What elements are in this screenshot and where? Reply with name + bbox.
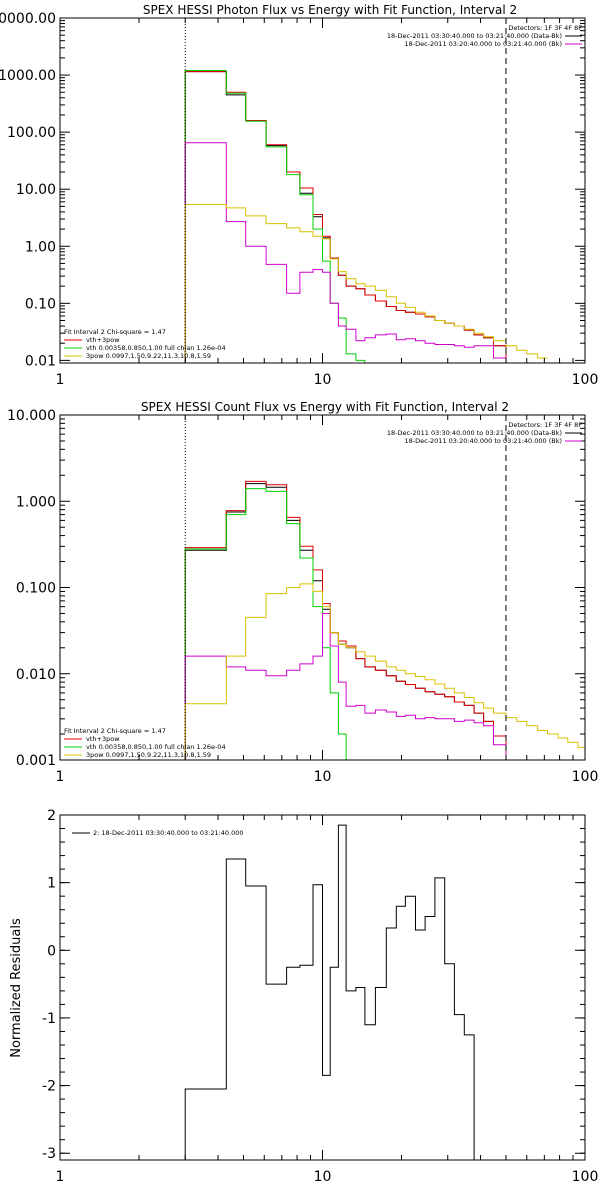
photon-flux-series — [184, 70, 548, 363]
photon-flux-ytick-label: 10000.00 — [0, 11, 56, 27]
photon-flux-xtick-label: 10 — [314, 372, 332, 388]
residuals-ytick-label: -2 — [42, 1079, 56, 1095]
count-flux-series-3 — [184, 613, 507, 760]
photon-flux-ytick-label: 1000.00 — [0, 68, 56, 84]
count-flux-legend-entry-bk: 18-Dec-2011 03:20:40.000 to 03:21:40.000… — [405, 437, 563, 445]
photon-flux-markers — [184, 18, 507, 363]
residuals-series — [184, 824, 475, 1160]
count-flux-series — [184, 480, 585, 761]
photon-flux-xtick-label: 100 — [572, 372, 599, 388]
residuals-ytick-label: 1 — [47, 876, 56, 892]
count-flux-ytick-label: 0.001 — [16, 753, 56, 769]
photon-flux-fit-3pow: 3pow 0.0997,1.50,9.22,11.3,10.8,1.59 — [86, 352, 211, 360]
residuals-ytick-label: -3 — [42, 1146, 56, 1162]
count-flux-fit-header: Fit Interval 2 Chi-square = 1.47 — [64, 727, 166, 735]
count-flux-ytick-label: 1.000 — [16, 494, 56, 510]
photon-flux-legend-header: Detectors: 1F 3F 4F 8F — [508, 24, 582, 32]
count-flux-legend-top: Detectors: 1F 3F 4F 8F 18-Dec-2011 03:30… — [387, 421, 582, 445]
count-flux-ticks: 1 10 100 0.001 0.010 0.100 1.000 10.000 — [7, 408, 598, 785]
count-flux-series-0 — [184, 483, 507, 760]
photon-flux-ytick-label: 1.00 — [25, 239, 56, 255]
photon-flux-series-0 — [184, 71, 507, 363]
count-flux-title: SPEX HESSI Count Flux vs Energy with Fit… — [141, 400, 509, 414]
count-flux-fit-3pow: 3pow 0.0997,1.50,9.22,11.3,10.8,1.59 — [86, 751, 211, 759]
residuals-ytick-label: -1 — [42, 1011, 56, 1027]
residuals-ytick-label: 2 — [47, 808, 56, 824]
count-flux-xtick-label: 100 — [572, 769, 599, 785]
residuals-xtick-label: 100 — [572, 1169, 599, 1185]
residuals-xtick-label: 1 — [56, 1169, 65, 1185]
photon-flux-ytick-label: 10.00 — [16, 182, 56, 198]
residuals-series-0 — [184, 824, 475, 1160]
photon-flux-legend-top: Detectors: 1F 3F 4F 8F 18-Dec-2011 03:30… — [387, 24, 582, 48]
photon-flux-ticks: 1 10 100 0.01 0.10 1.00 10.00 100.00 1000.00 1000… — [0, 11, 598, 388]
count-flux-panel: SPEX HESSI Count Flux vs Energy with Fit… — [7, 400, 598, 785]
photon-flux-fit-vth: vth 0.00358,0.850,1.00 full chian 1.26e-… — [86, 344, 226, 352]
photon-flux-panel: SPEX HESSI Photon Flux vs Energy with Fi… — [0, 3, 598, 388]
photon-flux-fit-total: vth+3pow — [86, 336, 120, 344]
count-flux-fit-total: vth+3pow — [86, 735, 120, 743]
count-flux-xtick-label: 10 — [314, 769, 332, 785]
photon-flux-legend-entry-data: 18-Dec-2011 03:30:40.000 to 03:21:40.000… — [387, 32, 562, 40]
count-flux-series-4 — [184, 583, 585, 760]
photon-flux-series-3 — [184, 142, 507, 363]
residuals-ytick-label: 0 — [47, 943, 56, 959]
count-flux-fit-vth: vth 0.00358,0.850,1.00 full chian 1.26e-… — [86, 743, 226, 751]
photon-flux-title: SPEX HESSI Photon Flux vs Energy with Fi… — [143, 3, 517, 17]
count-flux-xtick-label: 1 — [56, 769, 65, 785]
residuals-xtick-label: 10 — [314, 1169, 332, 1185]
residuals-panel: 1 10 100 -3 -2 -1 0 1 2 Normalized Residuals 2: … — [9, 808, 598, 1185]
residuals-legend: 2: 18-Dec-2011 03:30:40.000 to 03:21:40.… — [72, 829, 244, 837]
count-flux-legend-bottom: Fit Interval 2 Chi-square = 1.47 vth+3po… — [64, 727, 226, 759]
count-flux-series-1 — [184, 480, 507, 760]
residuals-ylabel: Normalized Residuals — [9, 918, 24, 1058]
photon-flux-ytick-label: 0.10 — [25, 296, 56, 312]
photon-flux-series-1 — [184, 71, 507, 363]
count-flux-markers — [184, 415, 507, 760]
photon-flux-series-2 — [184, 70, 366, 363]
photon-flux-fit-header: Fit Interval 2 Chi-square = 1.47 — [64, 328, 166, 336]
residuals-ticks: 1 10 100 -3 -2 -1 0 1 2 — [42, 808, 598, 1185]
photon-flux-legend-bottom: Fit Interval 2 Chi-square = 1.47 vth+3po… — [64, 328, 226, 360]
count-flux-legend-entry-data: 18-Dec-2011 03:30:40.000 to 03:21:40.000… — [387, 429, 562, 437]
photon-flux-ytick-label: 100.00 — [7, 125, 56, 141]
photon-flux-series-4 — [184, 204, 548, 363]
count-flux-ytick-label: 0.010 — [16, 667, 56, 683]
photon-flux-xtick-label: 1 — [56, 372, 65, 388]
photon-flux-legend-entry-bk: 18-Dec-2011 03:20:40.000 to 03:21:40.000… — [405, 40, 563, 48]
residuals-legend-entry: 2: 18-Dec-2011 03:30:40.000 to 03:21:40.… — [93, 829, 244, 837]
count-flux-series-2 — [184, 488, 356, 761]
photon-flux-ytick-label: 0.01 — [25, 353, 56, 369]
count-flux-legend-header: Detectors: 1F 3F 4F 8F — [508, 421, 582, 429]
count-flux-ytick-label: 10.000 — [7, 408, 56, 424]
count-flux-ytick-label: 0.100 — [16, 581, 56, 597]
